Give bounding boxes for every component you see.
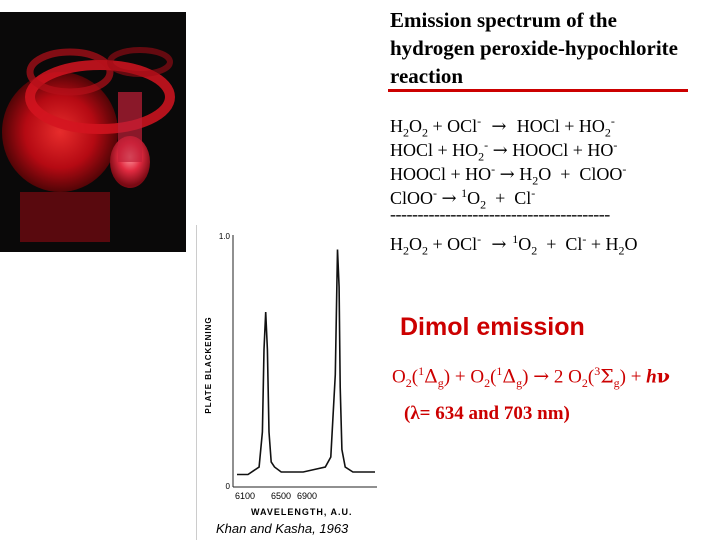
title-line: hydrogen peroxide-hypochlorite <box>390 36 678 60</box>
reaction-3: HOOCl + HO- → H2O + ClOO- <box>390 162 627 188</box>
y-tick-label: 1.0 <box>219 232 231 241</box>
y-axis-label: PLATE BLACKENING <box>204 316 213 413</box>
citation-credit: Khan and Kasha, 1963 <box>216 521 349 536</box>
x-tick-label: 6900 <box>297 491 317 501</box>
title-line: Emission spectrum of the <box>390 8 617 32</box>
dimol-wavelength: (λ= 634 and 703 nm) <box>404 403 570 424</box>
net-reaction: H2O2 + OCl- → 1O2 + Cl- + H2O <box>390 232 638 258</box>
spectrum-figure: 1.0 0 PLATE BLACKENING 6100 6500 6900 WA… <box>196 225 387 540</box>
dimol-equation: O2(1Δg) + O2(1Δg) → 2 O2(3Σg) + hν <box>392 364 670 391</box>
reaction-divider: ---------------------------------------- <box>390 204 610 224</box>
reaction-1: H2O2 + OCl- → HOCl + HO2- <box>390 114 615 140</box>
x-axis-label: WAVELENGTH, A.U. <box>251 507 353 517</box>
title-underline <box>388 89 688 92</box>
title-line: reaction <box>390 64 464 88</box>
y-tick-label: 0 <box>226 482 231 491</box>
x-tick-label: 6100 <box>235 491 255 501</box>
slide-title: Emission spectrum of the hydrogen peroxi… <box>390 6 720 90</box>
spectrum-series-line <box>237 249 375 476</box>
red-glow-image <box>0 12 186 252</box>
x-tick-label: 6500 <box>271 491 291 501</box>
dimol-heading: Dimol emission <box>400 313 585 341</box>
reaction-4: ClOO- → 1O2 + Cl- <box>390 186 536 212</box>
spectrum-chart: 1.0 0 PLATE BLACKENING 6100 6500 6900 WA… <box>204 232 377 517</box>
chemiluminescence-photo <box>0 12 186 252</box>
reaction-2: HOCl + HO2- → HOOCl + HO- <box>390 138 618 164</box>
